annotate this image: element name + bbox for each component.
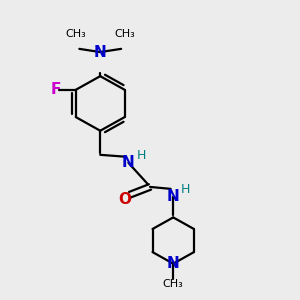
Text: N: N	[167, 256, 180, 271]
Text: O: O	[118, 192, 132, 207]
Text: CH₃: CH₃	[115, 29, 136, 39]
Text: N: N	[167, 189, 180, 204]
Text: CH₃: CH₃	[65, 29, 86, 39]
Text: H: H	[136, 149, 146, 162]
Text: H: H	[181, 183, 190, 196]
Text: CH₃: CH₃	[163, 279, 184, 289]
Text: F: F	[51, 82, 61, 97]
Text: N: N	[94, 45, 106, 60]
Text: N: N	[122, 155, 135, 170]
